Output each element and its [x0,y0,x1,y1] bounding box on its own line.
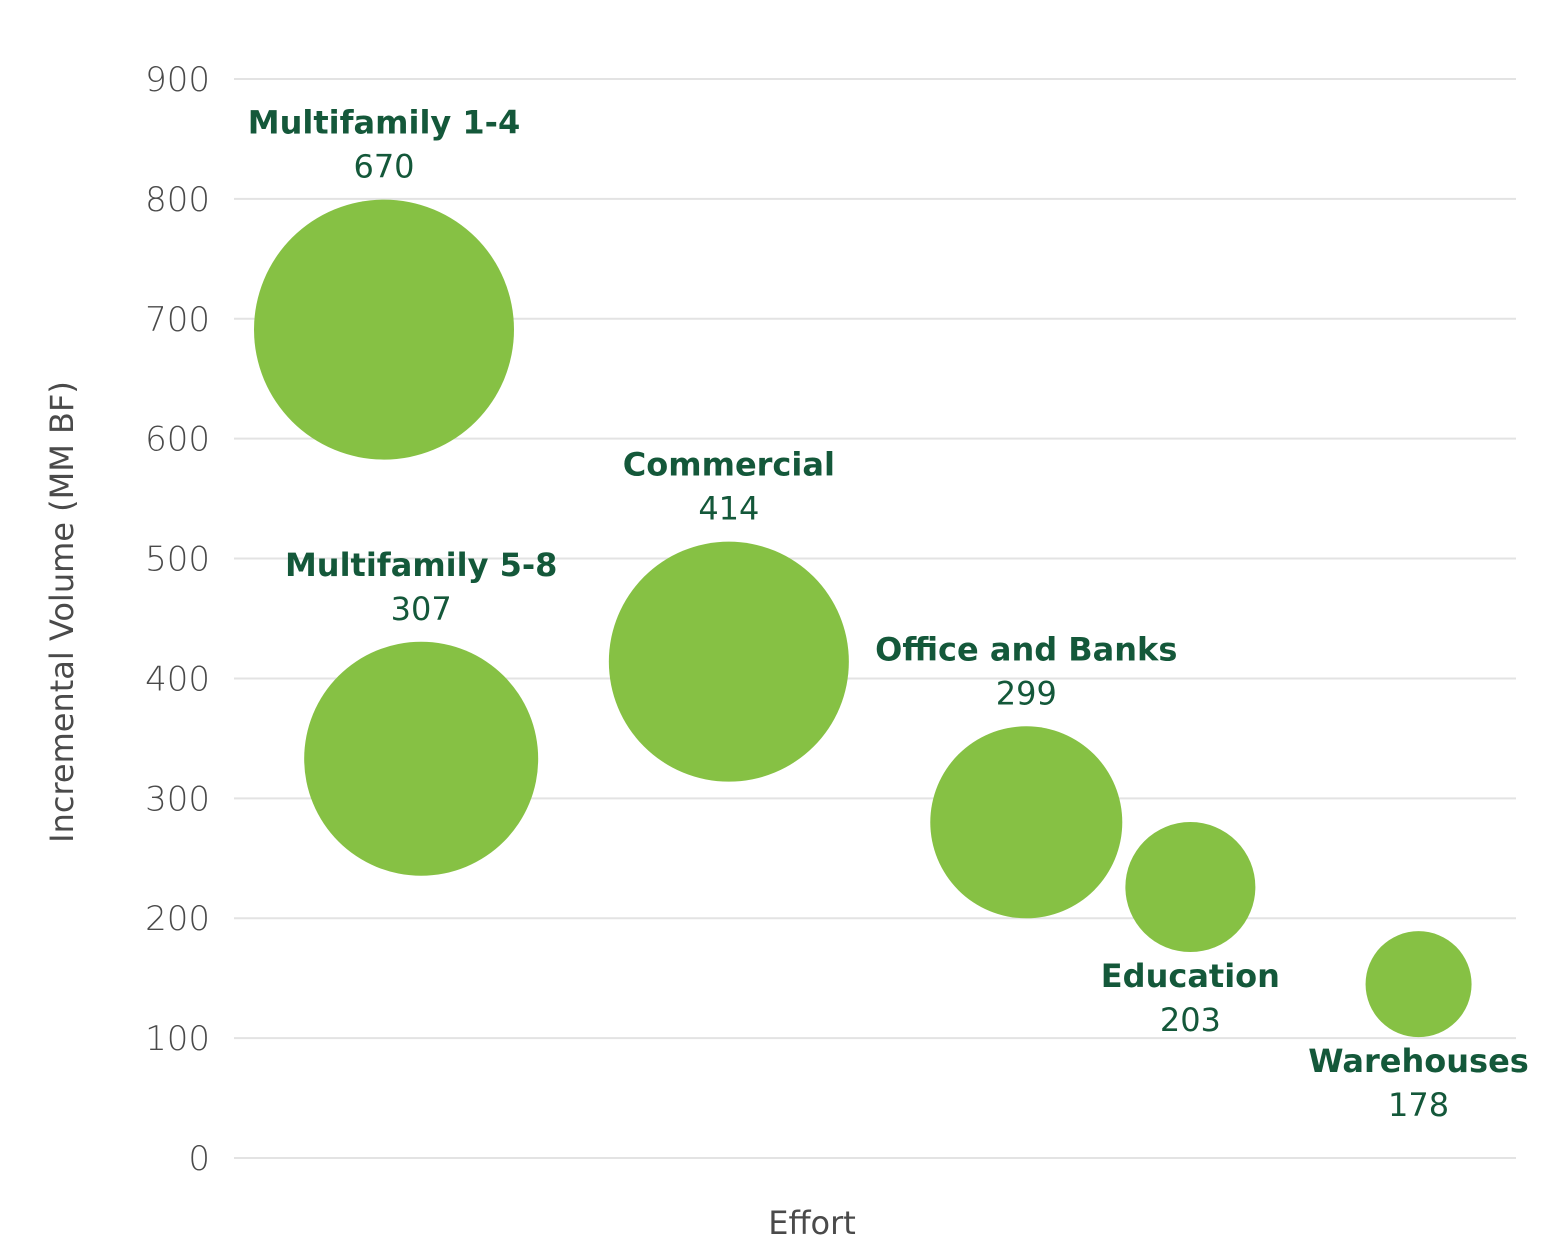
y-tick-labels: 0 100 200 300 400 500 600 700 800 900 [145,60,210,1179]
bubble [253,199,514,460]
bubble-value-label: 178 [1388,1086,1449,1124]
y-tick-label: 0 [188,1139,210,1179]
y-tick-label: 400 [145,659,210,699]
y-tick-label: 300 [145,779,210,819]
bubble [1365,931,1472,1038]
bubble-value-label: 299 [996,674,1057,712]
y-tick-label: 600 [145,420,210,460]
bubble [930,726,1123,919]
bubble-name-label: Commercial [623,446,835,484]
bubble [304,641,539,876]
bubble [608,541,849,782]
y-tick-label: 500 [145,540,210,580]
y-tick-label: 900 [145,60,210,100]
y-tick-label: 100 [145,1019,210,1059]
bubble-labels: Multifamily 1-4 670 Multifamily 5-8 307 Comm… [248,104,1529,1125]
bubble-value-label: 203 [1160,1001,1221,1039]
x-axis-label: Effort [768,1204,856,1242]
bubble-value-label: 307 [391,590,452,628]
y-tick-label: 800 [145,180,210,220]
bubbles [253,199,1472,1038]
y-tick-label: 700 [145,300,210,340]
y-axis-label: Incremental Volume (MM BF) [43,381,81,843]
y-tick-label: 200 [145,899,210,939]
bubble-name-label: Education [1101,957,1280,995]
bubble-name-label: Office and Banks [875,630,1177,668]
bubble-value-label: 670 [353,148,414,186]
bubble [1125,822,1256,953]
bubble-name-label: Multifamily 5-8 [285,546,557,584]
bubble-name-label: Multifamily 1-4 [248,104,520,142]
bubble-value-label: 414 [698,490,759,528]
bubble-name-label: Warehouses [1308,1042,1529,1080]
